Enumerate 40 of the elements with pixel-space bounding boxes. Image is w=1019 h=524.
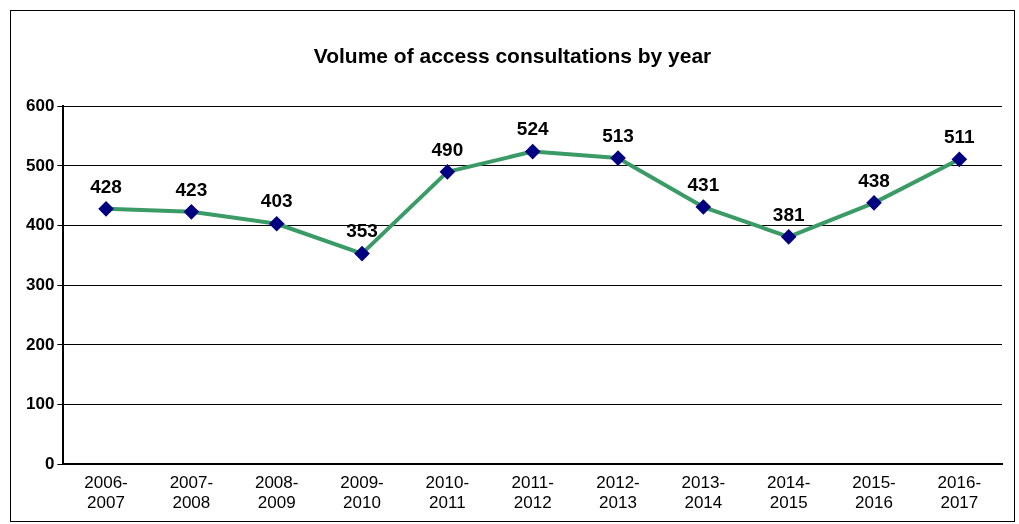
y-tick-label: 600 [25,95,55,115]
x-tick-label: 2012-2013 [596,473,640,513]
point [781,229,796,244]
y-tick-label: 400 [25,215,55,235]
x-tick-label: 2014-2015 [766,473,811,513]
y-tick-label: 500 [25,155,55,175]
data-label: 524 [516,118,549,140]
point [355,246,370,261]
data-label: 438 [858,169,890,191]
chart-title: Volume of access consultations by year [313,44,712,68]
point [611,151,626,166]
data-label: 513 [602,124,634,146]
point [952,152,967,167]
y-tick-label: 200 [25,334,55,354]
x-tick-label: 2008-2009 [254,473,299,513]
data-label: 403 [260,190,293,212]
point [184,204,199,219]
x-tick-label: 2010-2011 [425,473,470,513]
point [99,201,114,216]
y-tick-label: 100 [25,394,55,414]
data-label: 381 [772,203,805,225]
point [525,144,540,159]
x-tick-label: 2011-2012 [511,473,554,513]
x-tick-label: 2015-2016 [852,473,896,513]
point [696,200,711,215]
data-label: 511 [944,126,976,148]
x-tick-label: 2016-2017 [937,473,982,513]
data-label: 490 [431,138,464,160]
point [269,216,284,231]
data-label: 423 [175,178,208,200]
x-tick-label: 2013-2014 [681,473,726,513]
y-tick-label: 0 [44,453,55,473]
point [440,164,455,179]
point [867,195,881,210]
x-tick-label: 2009-2010 [340,473,384,513]
x-tick-label: 2007-2008 [169,473,214,513]
x-tick-label: 2006-2007 [84,473,128,513]
data-label: 428 [90,175,122,197]
y-tick-label: 300 [25,274,55,294]
data-label: 431 [687,173,720,195]
